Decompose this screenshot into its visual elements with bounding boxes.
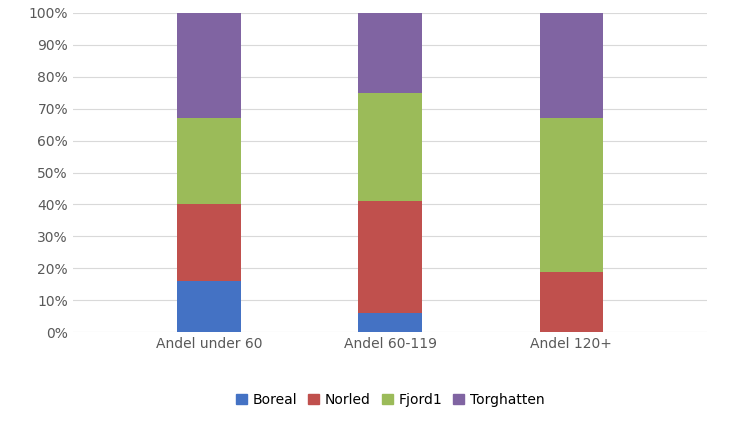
Legend: Boreal, Norled, Fjord1, Torghatten: Boreal, Norled, Fjord1, Torghatten (230, 387, 550, 412)
Bar (177, 13, 241, 118)
Bar (358, 313, 421, 332)
Bar (358, 13, 421, 93)
Bar (177, 118, 241, 204)
Bar (177, 281, 241, 332)
Bar (539, 272, 603, 332)
Bar (539, 13, 603, 118)
Bar (177, 204, 241, 281)
Bar (358, 93, 421, 201)
Bar (539, 118, 603, 272)
Bar (358, 201, 421, 313)
